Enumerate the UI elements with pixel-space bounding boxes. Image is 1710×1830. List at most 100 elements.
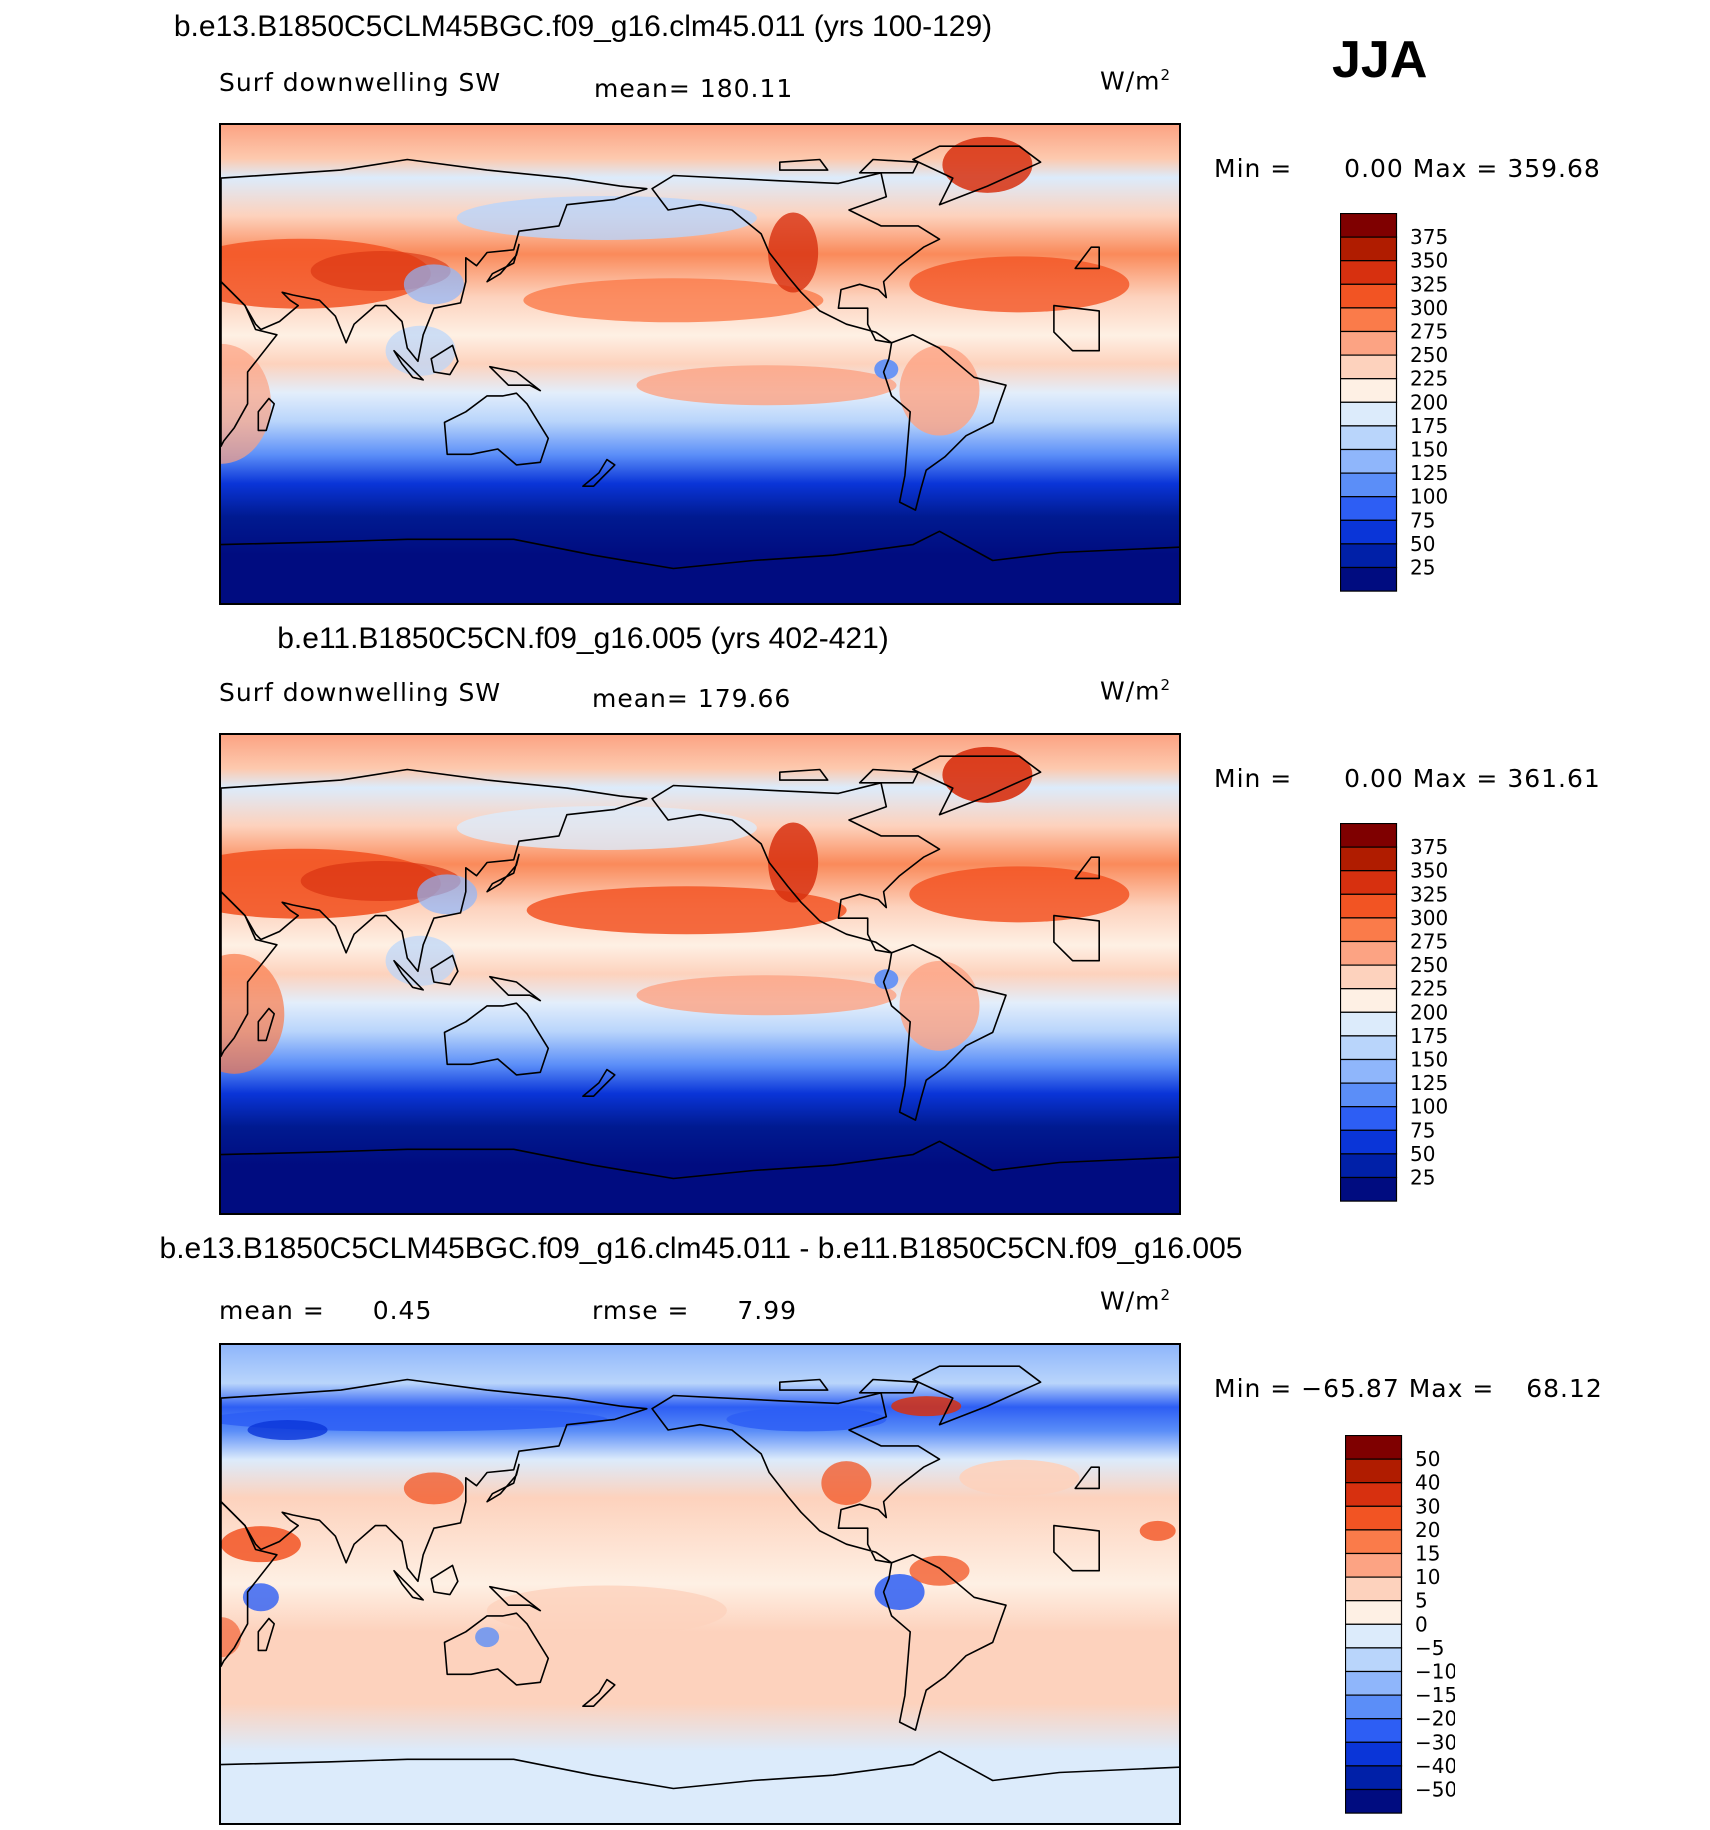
panel2-minmax: Min = 0.00 Max = 361.61	[1214, 764, 1601, 793]
colorbar-tick-label: 50	[1415, 1447, 1440, 1471]
field-anomaly-patch	[417, 874, 478, 915]
coastline-segment	[1053, 914, 1100, 962]
panel3-max-label: Max =	[1408, 1374, 1495, 1403]
colorbar-tick-label: 325	[1410, 882, 1448, 906]
coastline-segment	[221, 530, 1179, 570]
coastline-segment	[393, 959, 424, 991]
panel2-variable-label: Surf downwelling SW	[219, 678, 502, 707]
colorbar-box	[1340, 401, 1398, 427]
colorbar-tick-label: 75	[1410, 1118, 1435, 1142]
coastlines	[221, 755, 1179, 1180]
colorbar-tick-label: 325	[1410, 272, 1448, 296]
panel1-units: W/m2	[1100, 66, 1172, 96]
field-anomaly-patch	[1139, 1520, 1176, 1541]
field-anomaly-patch	[221, 1617, 241, 1658]
coastline-segment	[221, 1750, 1179, 1790]
colorbar-tick-label: 175	[1410, 1024, 1448, 1048]
coastline-segment	[430, 954, 459, 986]
panel2-mean-label: mean=	[592, 684, 689, 713]
coastline-segment	[882, 1554, 1007, 1731]
coastline-segment	[651, 782, 941, 954]
colorbar-tick-label: −15	[1415, 1683, 1455, 1707]
colorbar-box	[1340, 236, 1398, 262]
field-anomaly-patch	[899, 345, 980, 436]
panel2-mean-value: 179.66	[697, 684, 792, 713]
field-anomaly-patch	[221, 953, 285, 1074]
colorbar-box	[1340, 823, 1398, 848]
field-anomaly-patch	[942, 136, 1033, 193]
colorbar-tick-label: 40	[1415, 1471, 1440, 1495]
colorbar-tick-label: 375	[1410, 225, 1448, 249]
coastline-segment	[779, 1378, 829, 1391]
colorbar-box	[1340, 566, 1398, 592]
colorbar-tick-label: 125	[1410, 1071, 1448, 1095]
colorbar-box	[1340, 213, 1398, 238]
colorbar-box	[1340, 1176, 1398, 1202]
colorbar-tick-label: 125	[1410, 461, 1448, 485]
panel1-mean-value: 180.11	[699, 74, 794, 103]
coastline-segment	[393, 1569, 424, 1601]
colorbar-box	[1340, 940, 1398, 966]
panel2-max-value: 361.61	[1507, 764, 1601, 793]
colorbar-box	[1340, 448, 1398, 474]
coastline-segment	[443, 1612, 550, 1686]
field-anomaly-patch	[221, 1526, 301, 1563]
colorbar-box	[1345, 1670, 1403, 1696]
panel3-rmse-label: rmse =	[592, 1296, 690, 1325]
coastline-segment	[882, 944, 1007, 1121]
colorbar-box	[1340, 354, 1398, 380]
colorbar-box	[1340, 1035, 1398, 1061]
colorbar-tick-label: 20	[1415, 1518, 1440, 1542]
colorbar-tick-label: −50	[1415, 1778, 1455, 1802]
coastline-segment	[430, 344, 459, 376]
panel1-max-value: 359.68	[1507, 154, 1601, 183]
coastline-segment	[582, 458, 616, 487]
panel2-title: b.e11.B1850C5CN.f09_g16.005 (yrs 402-421…	[277, 622, 889, 655]
panel1-map-plot	[221, 125, 1179, 603]
field-anomaly-patch	[475, 1627, 500, 1648]
field-anomaly-patch	[636, 365, 897, 406]
colorbar-tick-label: 30	[1415, 1494, 1440, 1518]
colorbar-box	[1340, 425, 1398, 451]
colorbar-box	[1345, 1600, 1403, 1625]
colorbar-tick-label: 75	[1410, 508, 1435, 532]
colorbar-tick-label: 275	[1410, 930, 1448, 954]
colorbar-tick-label: 50	[1410, 1142, 1435, 1166]
panel3-minmax: Min = −65.87 Max = 68.12	[1214, 1374, 1603, 1403]
panel3-min-value: −65.87	[1301, 1374, 1400, 1403]
panel3-mean-readout: mean = 0.45	[219, 1296, 432, 1325]
colorbar-box	[1340, 307, 1398, 333]
coastline-segment	[651, 172, 941, 344]
colorbar-boxes	[1340, 823, 1398, 1202]
colorbar-box	[1340, 893, 1398, 919]
colorbar-box	[1345, 1741, 1403, 1767]
panel1-map	[219, 123, 1181, 605]
field-anomaly-patch	[899, 960, 980, 1051]
panel2-map-plot	[221, 735, 1179, 1213]
panel2-min-label: Min =	[1214, 764, 1293, 793]
panel1-minmax: Min = 0.00 Max = 359.68	[1214, 154, 1601, 183]
map-background-field	[221, 125, 1179, 603]
coastline-segment	[1053, 1524, 1100, 1572]
field-anomaly-patch	[726, 1407, 887, 1432]
field-anomaly-patch	[942, 746, 1033, 803]
colorbar-tick-label: 0	[1415, 1612, 1428, 1636]
colorbar-box	[1340, 330, 1398, 356]
colorbar-tick-label: 200	[1410, 1000, 1448, 1024]
coastline-segment	[257, 397, 275, 432]
coastline-segment	[221, 890, 278, 1058]
panel3-rmse-readout: rmse = 7.99	[592, 1296, 797, 1325]
panel3-map	[219, 1343, 1181, 1825]
colorbar-tick-label: −40	[1415, 1754, 1455, 1778]
coastline-segment	[443, 1002, 550, 1076]
colorbar-box	[1345, 1623, 1403, 1649]
colorbar-box	[1345, 1552, 1403, 1578]
colorbar-box	[1340, 964, 1398, 990]
field-anomaly-patch	[891, 1396, 962, 1417]
field-anomaly-patch	[221, 343, 271, 464]
colorbar-tick-label: 350	[1410, 859, 1448, 883]
colorbar-tick-label: 250	[1410, 343, 1448, 367]
coastline-segment	[1074, 856, 1100, 880]
panel3-max-value: 68.12	[1526, 1374, 1603, 1403]
